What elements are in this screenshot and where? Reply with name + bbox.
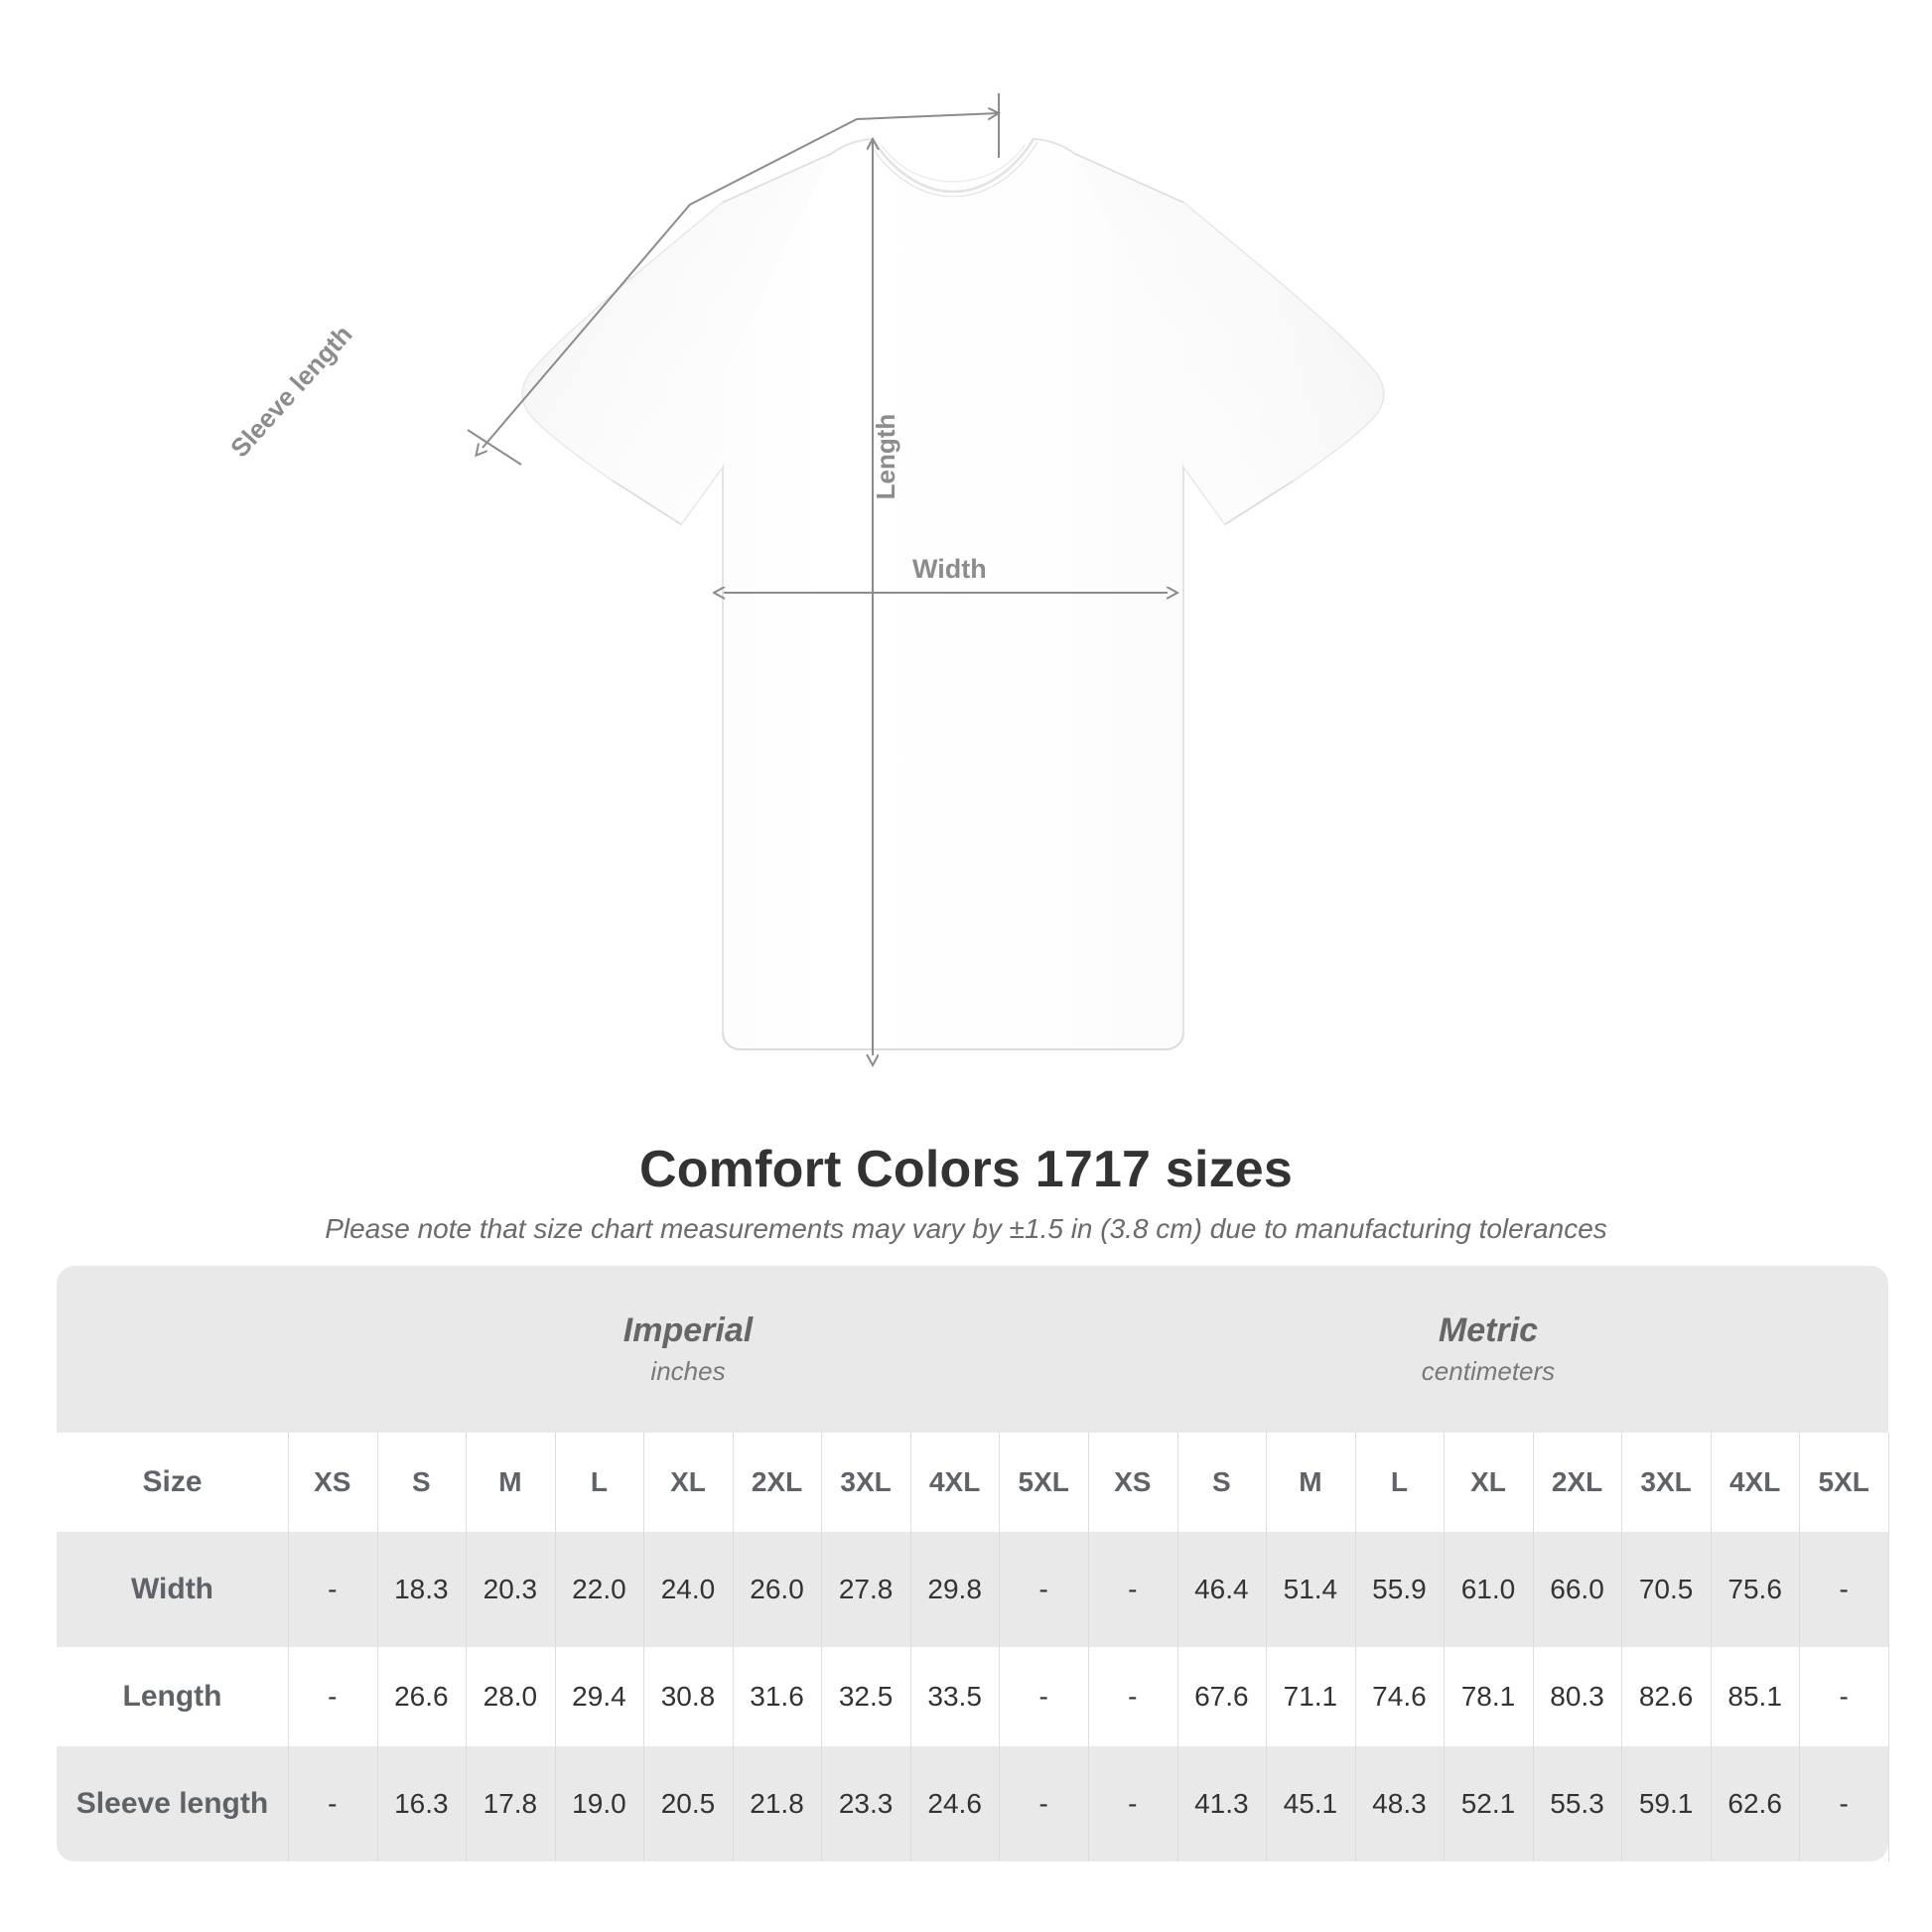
svg-text:Sleeve length: Sleeve length (224, 320, 357, 464)
svg-text:Length: Length (871, 414, 900, 500)
svg-text:Width: Width (912, 554, 987, 584)
